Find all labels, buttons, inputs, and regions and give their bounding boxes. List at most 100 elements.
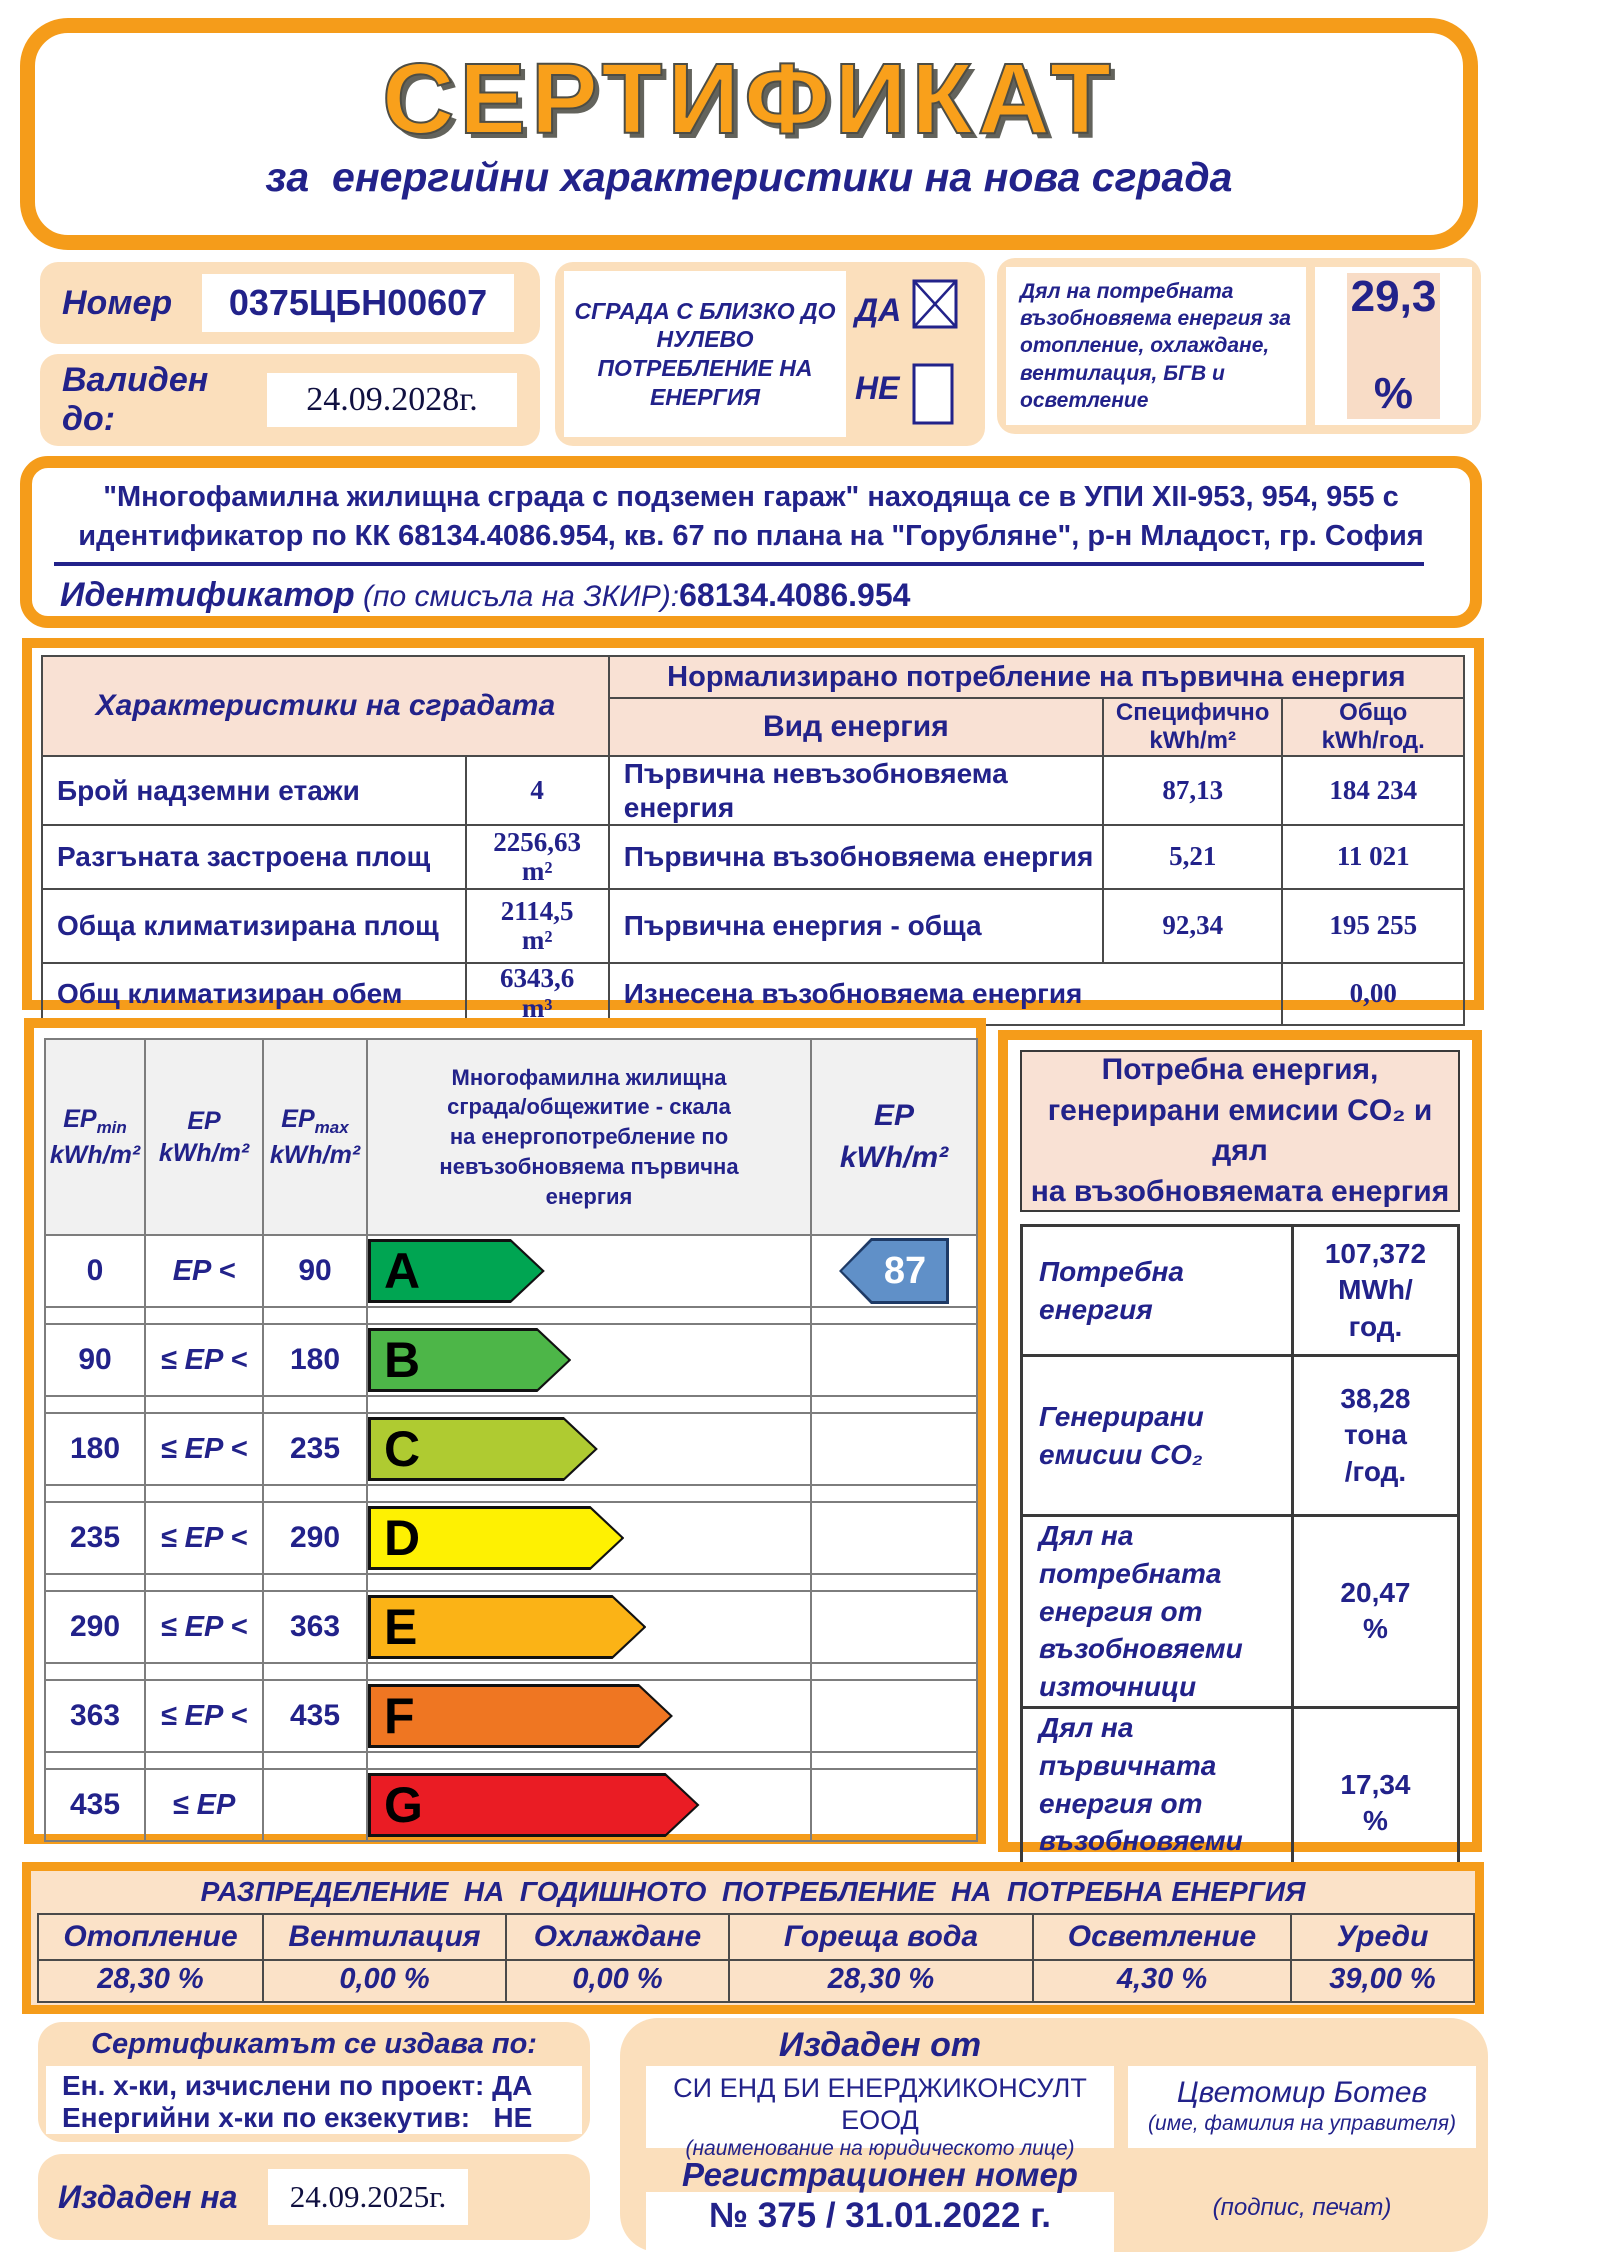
energy-panel-table: Потребна енергия 107,372 MWh/ год. Генер… [1020,1224,1461,1901]
spacer [1128,2026,1476,2066]
needed-res-share-label: Дял на потребната енергия от възобновяем… [1020,1514,1294,1709]
checked-checkbox-icon[interactable] [911,278,959,330]
co2-emissions-value: 38,28 тона /год. [1290,1354,1461,1517]
cooling-value: 0,00 % [505,1959,730,2003]
panel-row: Дял на потребната енергия от възобновяем… [1020,1514,1461,1709]
scale-row-e: 290 ≤ EP < 363 E [44,1590,978,1664]
table-row: Общ климатизиран обем 6343,6 m³ Изнесена… [41,962,1465,1026]
renewable-share-label: Дял на потребната възобновяема енергия з… [1006,267,1306,425]
class-letter: F [384,1688,415,1744]
hot-water-header: Гореща вода [728,1913,1034,1961]
nonrenewable-specific-value: 87,13 [1101,754,1284,827]
renewable-total-value: 11 021 [1281,824,1465,891]
scale-row-g: 435 ≤ EP G [44,1768,978,1842]
nzeb-box: СГРАДА С БЛИЗКО ДО НУЛЕВО ПОТРЕБЛЕНИЕ НА… [555,262,985,446]
scale-min: 435 [44,1768,146,1842]
building-description-line2: идентификатор по КК 68134.4086.954, кв. … [78,520,1424,553]
scale-min: 235 [44,1501,146,1575]
nonrenewable-total-value: 184 234 [1281,754,1465,827]
scale-op: ≤ EP < [144,1679,264,1753]
scale-min: 290 [44,1590,146,1664]
table-row: Обща климатизирана площ 2114,5 m² Първич… [41,888,1465,965]
scale-row-a: 0 EP < 90 A 87 [44,1234,978,1308]
nzeb-no-label: НЕ [855,370,900,406]
building-description-box: "Многофамилна жилищна сграда с подземен … [20,456,1482,628]
scale-spacer-row [44,1395,978,1414]
issued-on-label: Издаден на [58,2178,238,2215]
unchecked-checkbox-icon[interactable] [911,362,955,426]
issued-from-box: Издаден от СИ ЕНД БИ ЕНЕРДЖИКОНСУЛТ ЕООД… [620,2018,1488,2268]
lighting-header: Осветление [1032,1913,1292,1961]
class-d-arrow: D [368,1506,624,1570]
scale-min: 180 [44,1412,146,1486]
rules-line1: Ен. х-ки, изчислени по проект: ДА [62,2070,533,2101]
description-divider [54,562,1424,567]
scale-max: 180 [262,1323,368,1397]
valid-until-label: Валиден до: [62,361,209,438]
distribution-values-row: 28,30 % 0,00 % 0,00 % 28,30 % 4,30 % 39,… [37,1959,1475,2003]
scale-min: 0 [44,1234,146,1308]
scale-max: 435 [262,1679,368,1753]
certificate-header: СЕРТИФИКАТ за енергийни характеристики н… [20,18,1478,250]
appliances-value: 39,00 % [1290,1959,1475,2003]
distribution-table: Отопление Вентилация Охлаждане Гореща во… [37,1913,1475,2003]
class-letter: B [384,1332,421,1388]
normalized-consumption-header: Нормализирано потребление на първична ен… [607,655,1466,699]
registration-number-value: № 375 / 31.01.2022 г. [646,2192,1114,2268]
panel-row: Генерирани емисии CO₂ 38,28 тона /год. [1020,1354,1461,1517]
scale-min: 90 [44,1323,146,1397]
ventilation-value: 0,00 % [262,1959,507,2003]
company-box: СИ ЕНД БИ ЕНЕРДЖИКОНСУЛТ ЕООД (наименова… [646,2066,1114,2160]
scale-row-b: 90 ≤ EP < 180 B [44,1323,978,1397]
class-letter: A [384,1243,421,1299]
heating-header: Отопление [37,1913,264,1961]
scale-max: 290 [262,1501,368,1575]
identifier-line: Идентификатор (по смисъла на ЗКИР):68134… [60,576,1448,615]
cooling-header: Охлаждане [505,1913,730,1961]
class-letter: C [384,1421,421,1477]
needed-energy-value: 107,372 MWh/ год. [1290,1224,1461,1357]
nonrenewable-primary-label: Първична невъзобновяема енергия [607,754,1104,827]
valid-until-value: 24.09.2028г. [267,373,517,427]
class-g-arrow: G [368,1773,700,1837]
energy-scale-section: EPmin kWh/m² EP kWh/m² EPmax kWh/m² Многофа… [24,1018,986,1844]
ep-min-header: EPmin kWh/m² [44,1038,146,1236]
issued-from-right-column: Цветомир Ботев (име, фамилия на управите… [1128,2026,1476,2268]
energy-type-column-header: Вид енергия [607,697,1104,757]
manager-note: (име, фамилия на управителя) [1148,2111,1456,2135]
scale-description-header: Многофамилна жилищна сграда/общежитие - … [366,1038,812,1236]
scale-header-row: EPmin kWh/m² EP kWh/m² EPmax kWh/m² Многофа… [44,1038,978,1236]
characteristics-header: Характеристики на сградата [41,655,610,757]
total-primary-specific-value: 92,34 [1101,888,1284,965]
issued-from-left-column: Издаден от СИ ЕНД БИ ЕНЕРДЖИКОНСУЛТ ЕООД… [646,2026,1114,2268]
specific-column-header: Специфично kWh/m² [1101,697,1284,757]
issued-from-title: Издаден от [778,2026,982,2064]
manager-name: Цветомир Ботев [1176,2076,1428,2109]
scale-max: 90 [262,1234,368,1308]
certificate-number-box: Номер 0375ЦБН00607 [40,262,540,344]
conditioned-area-label: Обща климатизирана площ [41,888,467,965]
exported-renewable-total-value: 0,00 [1281,962,1465,1026]
renewable-specific-value: 5,21 [1101,824,1284,891]
number-label: Номер [62,283,173,322]
scale-max [262,1768,368,1842]
characteristics-table: Характеристики на сградата Нормализирано… [41,655,1466,1026]
class-f-arrow: F [368,1684,673,1748]
building-description-line1: "Многофамилна жилищна сграда с подземен … [103,481,1399,513]
distribution-header-row: Отопление Вентилация Охлаждане Гореща во… [37,1913,1475,1961]
scale-op: ≤ EP [144,1768,264,1842]
energy-panel-section: Потребна енергия, генерирани емисии CO₂ … [998,1030,1482,1901]
scale-row-c: 180 ≤ EP < 235 C [44,1412,978,1486]
nzeb-label: СГРАДА С БЛИЗКО ДО НУЛЕВО ПОТРЕБЛЕНИЕ НА… [564,271,846,437]
table-row: Разгъната застроена площ 2256,63 m² Първ… [41,824,1465,891]
conditioned-area-value: 2114,5 m² [464,888,610,965]
scale-op: ≤ EP < [144,1501,264,1575]
class-letter: G [384,1777,423,1833]
floors-label: Брой надземни етажи [41,754,467,827]
class-c-arrow: C [368,1417,598,1481]
scale-row-f: 363 ≤ EP < 435 F [44,1679,978,1753]
identifier-note: (по смисъла на ЗКИР): [354,580,680,614]
company-note: (наименование на юридическото лице) [685,2136,1075,2160]
scale-op: EP < [144,1234,264,1308]
gross-area-label: Разгъната застроена площ [41,824,467,891]
